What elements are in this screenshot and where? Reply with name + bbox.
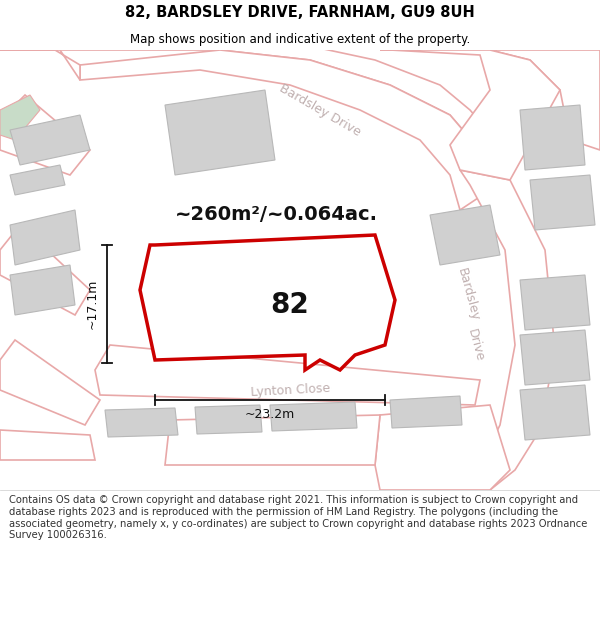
Text: ~260m²/~0.064ac.: ~260m²/~0.064ac. <box>175 206 378 224</box>
Text: Bardsley: Bardsley <box>455 267 481 323</box>
Polygon shape <box>520 330 590 385</box>
Polygon shape <box>0 225 90 315</box>
Polygon shape <box>10 115 90 165</box>
Polygon shape <box>10 210 80 265</box>
Polygon shape <box>0 50 80 80</box>
Polygon shape <box>165 90 275 175</box>
Polygon shape <box>95 345 480 405</box>
Polygon shape <box>430 205 500 265</box>
Text: 82, BARDSLEY DRIVE, FARNHAM, GU9 8UH: 82, BARDSLEY DRIVE, FARNHAM, GU9 8UH <box>125 5 475 20</box>
Text: ~23.2m: ~23.2m <box>245 408 295 421</box>
Text: Contains OS data © Crown copyright and database right 2021. This information is : Contains OS data © Crown copyright and d… <box>9 496 587 540</box>
Polygon shape <box>520 105 585 170</box>
Text: 82: 82 <box>271 291 310 319</box>
Polygon shape <box>270 402 357 431</box>
Text: ~17.1m: ~17.1m <box>86 279 99 329</box>
Polygon shape <box>530 175 595 230</box>
Polygon shape <box>490 50 600 150</box>
Polygon shape <box>165 415 380 465</box>
Text: Bardsley Drive: Bardsley Drive <box>277 81 363 139</box>
Polygon shape <box>80 50 490 210</box>
Text: Lynton Close: Lynton Close <box>250 381 330 399</box>
Polygon shape <box>10 165 65 195</box>
Polygon shape <box>0 95 40 140</box>
Polygon shape <box>220 255 375 325</box>
Polygon shape <box>140 235 395 370</box>
Text: Map shows position and indicative extent of the property.: Map shows position and indicative extent… <box>130 32 470 46</box>
Polygon shape <box>375 405 510 490</box>
Polygon shape <box>0 340 100 425</box>
Polygon shape <box>105 408 178 437</box>
Polygon shape <box>460 170 555 490</box>
Polygon shape <box>195 405 262 434</box>
Polygon shape <box>0 430 95 460</box>
Polygon shape <box>390 396 462 428</box>
Polygon shape <box>520 385 590 440</box>
Polygon shape <box>10 265 75 315</box>
Text: Drive: Drive <box>464 328 485 362</box>
Polygon shape <box>55 40 510 190</box>
Polygon shape <box>380 50 560 180</box>
Polygon shape <box>520 275 590 330</box>
Polygon shape <box>0 95 90 175</box>
